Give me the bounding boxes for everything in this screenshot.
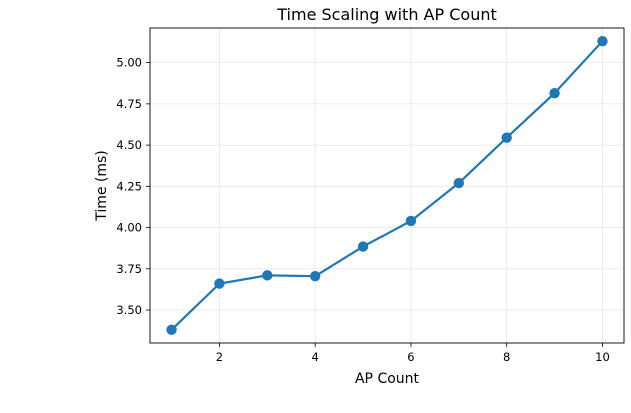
- x-axis-label: AP Count: [355, 371, 420, 387]
- data-point: [309, 271, 321, 282]
- y-tick-label: 4.25: [116, 179, 142, 193]
- x-tick-label: 8: [503, 350, 510, 364]
- y-tick-label: 4.50: [116, 138, 142, 152]
- data-point: [405, 215, 417, 227]
- y-tick-label: 4.75: [116, 97, 142, 111]
- data-point: [501, 132, 512, 143]
- x-tick-label: 10: [595, 350, 610, 364]
- y-tick-label: 5.00: [116, 56, 142, 70]
- data-point: [597, 35, 608, 47]
- data-point: [453, 177, 465, 189]
- y-axis-label: Time (ms): [94, 150, 110, 222]
- plot-area-frame: [149, 27, 625, 344]
- x-tick-label: 6: [407, 350, 414, 364]
- data-point: [166, 324, 177, 336]
- data-point: [357, 241, 369, 252]
- series-line: [170, 40, 604, 331]
- data-point: [262, 270, 273, 281]
- x-tick-label: 4: [312, 350, 319, 364]
- grid-layer: [150, 28, 624, 343]
- y-tick-label: 3.50: [116, 303, 142, 317]
- data-layer: [166, 35, 608, 336]
- ticks-layer: 2 4 6 8 10 3.50 3.75 4.00 4.25 4.50 4.75 5.00: [116, 56, 609, 364]
- x-tick-label: 2: [216, 350, 223, 364]
- data-point: [214, 278, 225, 289]
- data-point: [549, 87, 560, 99]
- y-tick-label: 4.00: [116, 221, 142, 235]
- y-tick-label: 3.75: [116, 262, 142, 276]
- chart-title: Time Scaling with AP Count: [276, 5, 497, 24]
